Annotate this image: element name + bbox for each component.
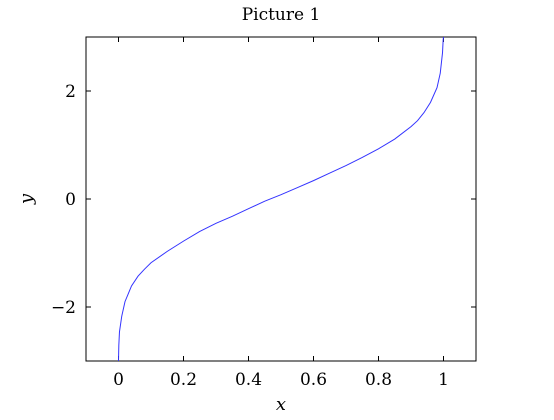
x-tick-label: 0.4 [235, 370, 262, 390]
y-tick-label: −2 [51, 298, 76, 318]
y-axis-label: y [16, 193, 37, 205]
x-tick-label: 0.8 [365, 370, 392, 390]
series-line [118, 37, 444, 361]
y-tick-label: 0 [65, 190, 76, 210]
x-tick-label: 0 [113, 370, 124, 390]
plot-frame [85, 36, 477, 362]
x-tick-label: 0.6 [300, 370, 327, 390]
x-tick-label: 0.2 [170, 370, 197, 390]
x-tick-labels: 0 0.2 0.4 0.6 0.8 1 [113, 370, 449, 390]
series-layer [118, 37, 444, 361]
y-tick-label: 2 [65, 82, 76, 102]
chart-title: Picture 1 [242, 5, 321, 25]
y-tick-labels: −2 0 2 [51, 82, 76, 318]
x-axis-label: x [276, 394, 286, 415]
axis-ticks [86, 37, 476, 361]
plot-area [85, 36, 477, 362]
x-tick-label: 1 [438, 370, 449, 390]
